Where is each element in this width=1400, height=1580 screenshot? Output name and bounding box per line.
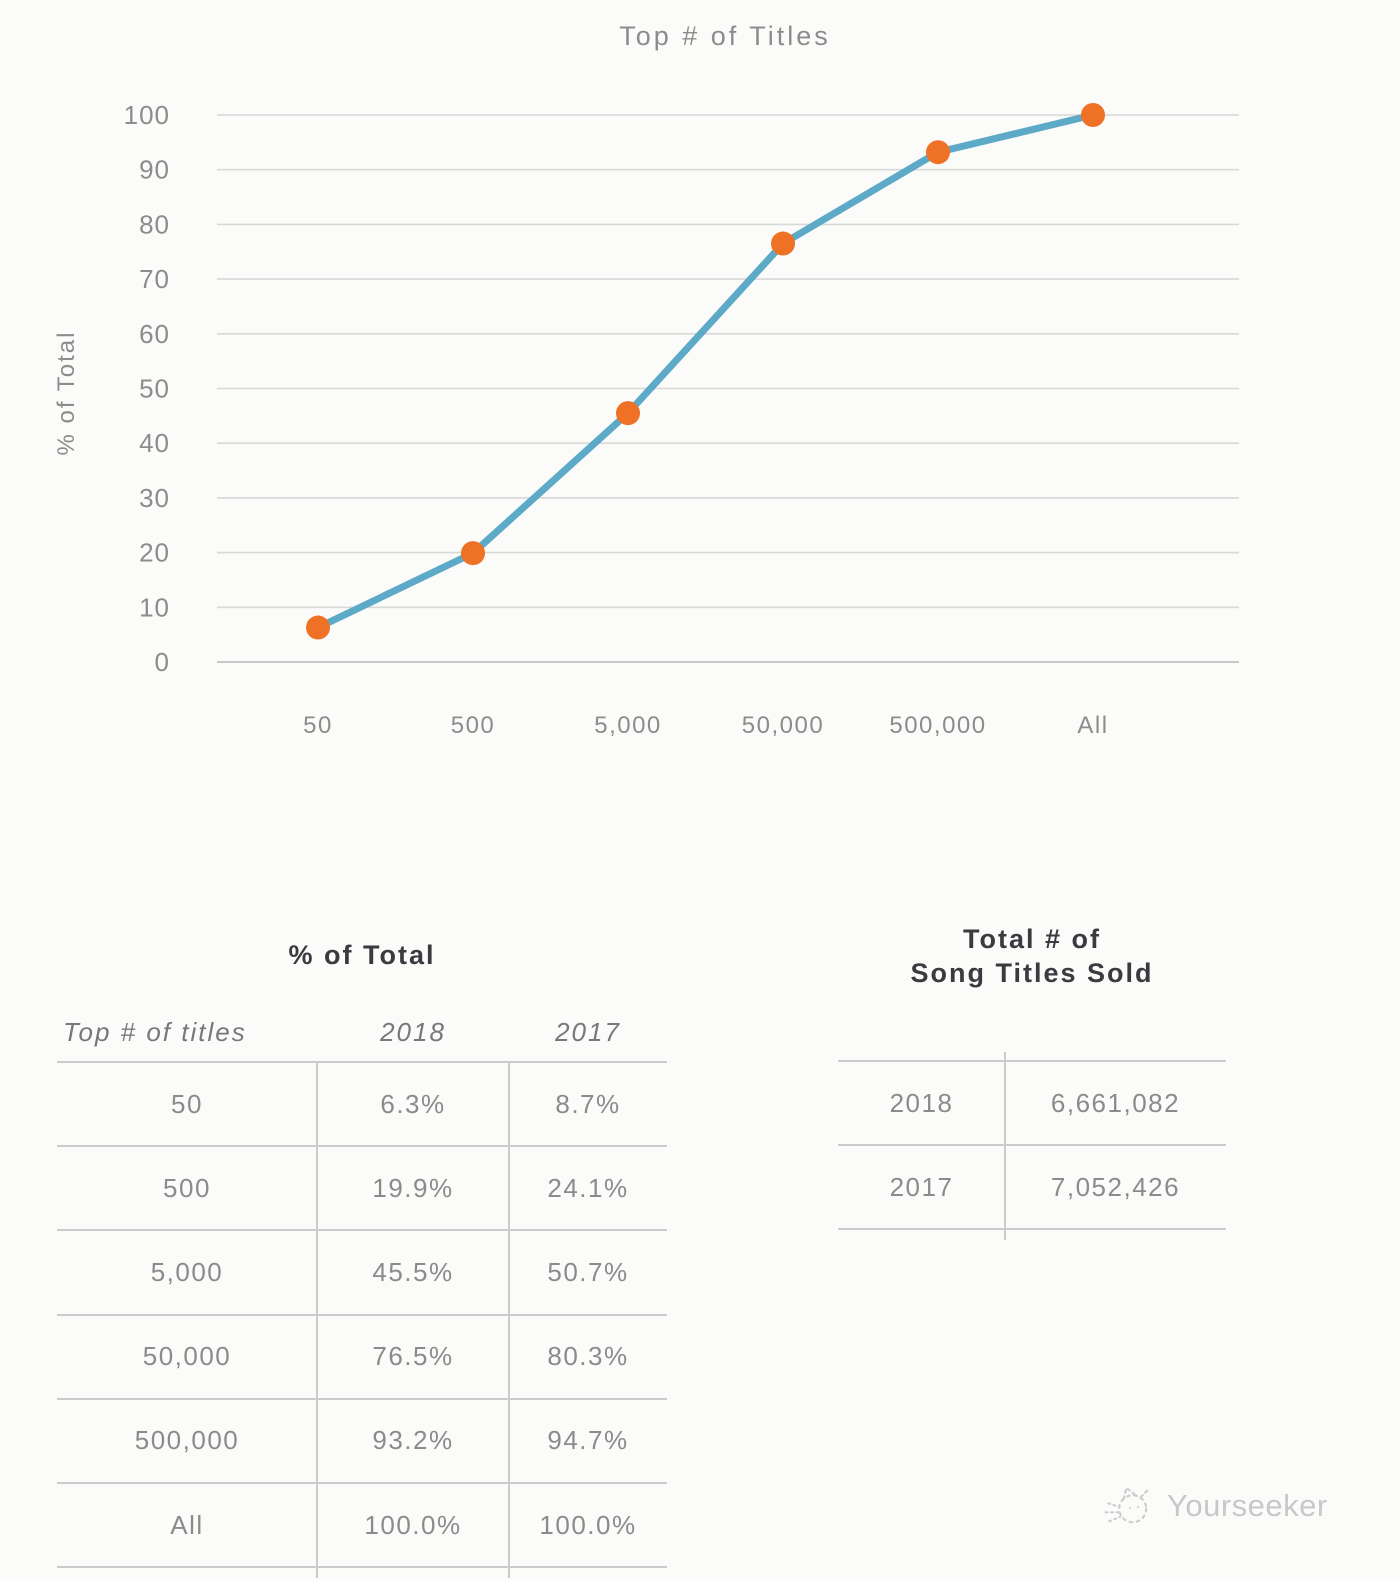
table-cell: 19.9% — [317, 1145, 509, 1229]
x-tick-labels: 50 500 5,000 50,000 500,000 All — [303, 712, 1108, 739]
table-cell: 100.0% — [317, 1481, 509, 1566]
y-tick-label: 30 — [139, 483, 170, 513]
pct-col-header-2018: 2018 — [380, 1016, 446, 1047]
table-cell: 93.2% — [317, 1397, 509, 1482]
table-cell: 24.1% — [509, 1145, 667, 1229]
totals-title-line2: Song Titles Sold — [910, 958, 1154, 988]
y-tick-label: 80 — [139, 209, 170, 239]
data-point — [616, 401, 640, 426]
table-cell: All — [57, 1481, 317, 1566]
table-cell: 94.7% — [509, 1397, 667, 1482]
y-tick-label: 90 — [139, 155, 170, 185]
pct-table-header: Top # of titles 2018 2017 — [57, 1006, 667, 1058]
table-cell: 6,661,082 — [1005, 1060, 1226, 1144]
y-axis-label: % of Total — [53, 331, 80, 456]
chart-title: Top # of Titles — [619, 21, 831, 51]
table-cell: 500,000 — [57, 1397, 317, 1482]
x-tick-label: 50 — [303, 712, 333, 739]
table-cell: 80.3% — [509, 1313, 667, 1398]
data-point — [1081, 103, 1105, 127]
watermark: Yourseeker — [1103, 1478, 1328, 1534]
table-cell: 50,000 — [57, 1313, 317, 1398]
data-point — [926, 140, 950, 165]
table-cell: 45.5% — [317, 1229, 509, 1313]
series-2018 — [306, 103, 1105, 640]
y-tick-labels: 0 10 20 30 40 50 60 70 80 90 100 — [124, 100, 170, 677]
totals-table-divider — [1004, 1052, 1006, 1240]
y-tick-label: 50 — [139, 374, 170, 404]
pct-table-divider — [508, 1061, 510, 1578]
pct-table-divider — [316, 1061, 318, 1578]
totals-table: 2018 6,661,082 2017 7,052,426 — [838, 1060, 1226, 1230]
table-cell: 6.3% — [317, 1061, 509, 1145]
totals-title-line1: Total # of — [963, 924, 1101, 954]
table-cell: 8.7% — [509, 1061, 667, 1145]
table-cell: 500 — [57, 1145, 317, 1229]
y-tick-label: 0 — [155, 647, 170, 677]
x-tick-label: 50,000 — [742, 712, 824, 739]
y-tick-label: 40 — [139, 428, 170, 458]
table-cell: 2018 — [838, 1060, 1005, 1144]
totals-table-title: Total # of Song Titles Sold — [838, 922, 1226, 990]
x-tick-label: 500 — [451, 712, 496, 739]
y-tick-label: 70 — [139, 264, 170, 294]
y-tick-label: 60 — [139, 319, 170, 349]
table-cell: 76.5% — [317, 1313, 509, 1398]
pct-col-header-2017: 2017 — [555, 1016, 621, 1047]
y-tick-label: 10 — [139, 592, 170, 622]
x-tick-label: 5,000 — [594, 712, 662, 739]
series-line — [314, 111, 1097, 632]
data-point — [306, 615, 330, 640]
table-cell: 2017 — [838, 1144, 1005, 1228]
table-cell: 100.0% — [509, 1481, 667, 1566]
data-point — [771, 231, 795, 256]
y-tick-label: 20 — [139, 538, 170, 568]
x-tick-label: All — [1077, 712, 1108, 739]
gridlines — [217, 114, 1239, 663]
pct-table-title: % of Total — [288, 940, 436, 970]
table-cell: 50.7% — [509, 1229, 667, 1313]
table-cell: 7,052,426 — [1005, 1144, 1226, 1228]
pct-col-header-titles: Top # of titles — [63, 1016, 247, 1047]
x-tick-label: 500,000 — [889, 712, 986, 739]
data-point — [461, 541, 485, 566]
table-cell: 5,000 — [57, 1229, 317, 1313]
line-chart: Top # of Titles % of Total 0 10 20 30 40 50 60… — [53, 21, 1239, 739]
y-tick-label: 100 — [124, 100, 170, 130]
pct-table: 50 6.3% 8.7% 500 19.9% 24.1% 5,000 45.5%… — [57, 1061, 667, 1569]
watermark-label: Yourseeker — [1167, 1488, 1328, 1523]
cat-sketch-icon — [1104, 1486, 1149, 1524]
table-cell: 50 — [57, 1061, 317, 1145]
